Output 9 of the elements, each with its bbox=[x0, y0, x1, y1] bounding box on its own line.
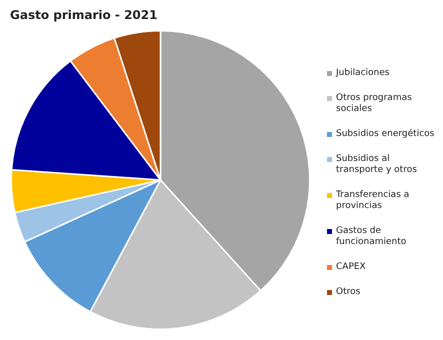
legend-label: CAPEX bbox=[336, 262, 366, 273]
legend-label: Subsidios al transporte y otros bbox=[336, 154, 418, 176]
chart-title: Gasto primario - 2021 bbox=[9, 8, 158, 24]
legend-label: Otros programas sociales bbox=[336, 93, 413, 115]
legend-label: Subsidios energéticos bbox=[336, 129, 434, 140]
legend-label: Transferencias a provincias bbox=[336, 190, 410, 212]
legend-label: Otros bbox=[336, 287, 360, 298]
legend-label: Gastos de funcionamiento bbox=[336, 226, 408, 248]
legend-label: Jubilaciones bbox=[336, 68, 390, 79]
